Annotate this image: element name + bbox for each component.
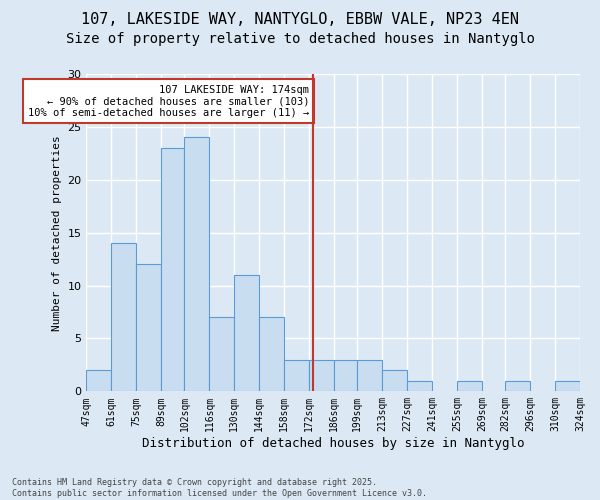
Text: 107 LAKESIDE WAY: 174sqm
← 90% of detached houses are smaller (103)
10% of semi-: 107 LAKESIDE WAY: 174sqm ← 90% of detach… [28,84,309,118]
Text: 107, LAKESIDE WAY, NANTYGLO, EBBW VALE, NP23 4EN: 107, LAKESIDE WAY, NANTYGLO, EBBW VALE, … [81,12,519,28]
Bar [357,360,382,392]
Y-axis label: Number of detached properties: Number of detached properties [52,135,62,330]
Bar [555,381,580,392]
Bar [334,360,357,392]
Bar [86,370,112,392]
Bar [136,264,161,392]
Text: Size of property relative to detached houses in Nantyglo: Size of property relative to detached ho… [65,32,535,46]
Bar [235,275,259,392]
Bar [184,138,209,392]
Bar [112,243,136,392]
Bar [259,318,284,392]
Bar [161,148,184,392]
Bar [457,381,482,392]
Bar [382,370,407,392]
Bar [505,381,530,392]
Text: Contains HM Land Registry data © Crown copyright and database right 2025.
Contai: Contains HM Land Registry data © Crown c… [12,478,427,498]
Bar [309,360,334,392]
X-axis label: Distribution of detached houses by size in Nantyglo: Distribution of detached houses by size … [142,437,524,450]
Bar [407,381,432,392]
Bar [284,360,309,392]
Bar [209,318,235,392]
